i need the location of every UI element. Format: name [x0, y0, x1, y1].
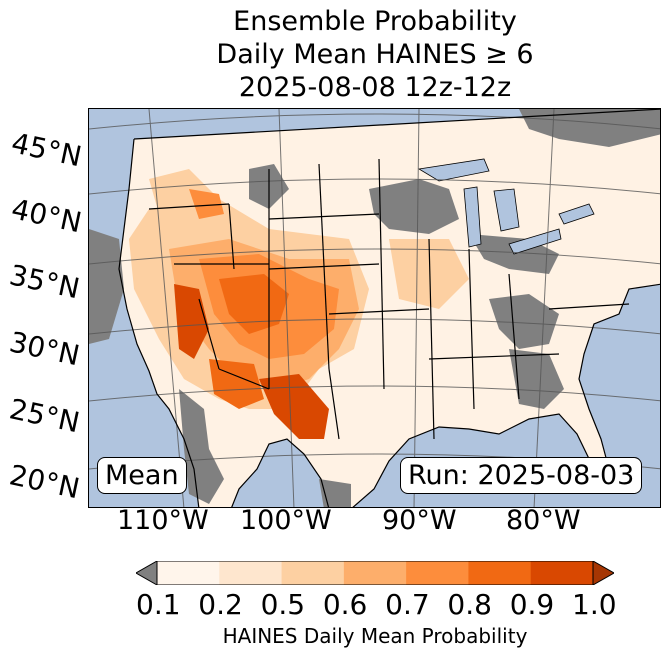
colorbar-segment — [343, 561, 407, 585]
stat-label-box: Mean — [97, 457, 187, 494]
colorbar-tick-label: 0.6 — [322, 588, 368, 621]
colorbar-segment — [219, 561, 283, 585]
title-line-1: Ensemble Probability — [233, 6, 517, 37]
title-line-3: 2025-08-08 12z-12z — [238, 72, 512, 103]
colorbar-tick-label: 1.0 — [572, 588, 617, 621]
colorbar-tick-label: 0.8 — [447, 588, 492, 621]
colorbar-segment — [468, 561, 532, 585]
colorbar-frame — [156, 561, 594, 585]
lat-label-35: 35°N — [6, 258, 83, 306]
colorbar-over-arrow — [592, 561, 614, 585]
colorbar-under-arrow — [136, 561, 158, 585]
colorbar-segment — [530, 561, 594, 585]
title-line-2: Daily Mean HAINES ≥ 6 — [216, 39, 534, 70]
colorbar — [136, 561, 614, 585]
lat-label-20: 20°N — [6, 458, 83, 506]
map-title: Ensemble Probability Daily Mean HAINES ≥… — [0, 5, 671, 104]
lon-label-100: 100°W — [240, 505, 332, 536]
colorbar-tick-label: 0.9 — [509, 588, 555, 621]
lat-label-30: 30°N — [6, 325, 83, 373]
lon-label-90: 90°W — [382, 505, 457, 536]
run-label-box: Run: 2025-08-03 — [400, 457, 643, 494]
state-borders — [133, 109, 660, 440]
colorbar-tick-label: 0.7 — [385, 588, 430, 621]
lat-label-25: 25°N — [6, 392, 83, 440]
colorbar-tick-label: 0.5 — [260, 588, 306, 621]
colorbar-label: HAINES Daily Mean Probability — [222, 624, 528, 648]
colorbar-segment — [406, 561, 469, 585]
colorbar-segment — [157, 561, 220, 585]
map-canvas — [89, 109, 660, 507]
gulf-east-coastline — [352, 283, 660, 507]
probability-map — [88, 108, 661, 508]
probability-fill — [129, 169, 469, 439]
colorbar-segment — [281, 561, 345, 585]
west-coastline — [118, 138, 200, 507]
mexico-border — [231, 438, 330, 507]
no-data-regions — [89, 109, 660, 507]
lon-label-110: 110°W — [117, 505, 209, 536]
colorbar-tick-label: 0.2 — [198, 588, 243, 621]
colorbar-tick-label: 0.1 — [136, 588, 181, 621]
lat-label-40: 40°N — [8, 192, 85, 240]
colorbar-segments — [157, 561, 594, 585]
lon-label-80: 80°W — [506, 505, 581, 536]
lat-label-45: 45°N — [8, 126, 85, 174]
